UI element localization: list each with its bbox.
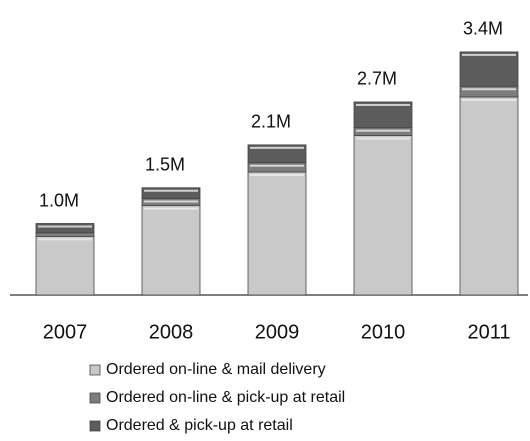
x-tick-label: 2011 xyxy=(467,321,510,343)
segment-highlight xyxy=(38,225,92,228)
segment-highlight xyxy=(144,207,198,210)
bar-segment xyxy=(141,187,201,199)
segment-highlight xyxy=(250,146,304,149)
bar-segment xyxy=(353,135,413,296)
x-tick-label: 2008 xyxy=(149,321,194,343)
legend-swatch xyxy=(89,420,101,432)
legend-label: Ordered on-line & pick-up at retail xyxy=(106,389,345,406)
bar-segment xyxy=(247,162,307,173)
segment-highlight xyxy=(462,53,516,56)
bar-segment xyxy=(35,232,95,237)
bar-segment xyxy=(35,223,95,234)
segment-highlight xyxy=(250,164,304,167)
segment-highlight xyxy=(144,200,198,203)
bar-segment xyxy=(459,96,519,296)
segment-highlight xyxy=(38,238,92,241)
total-label: 2.1M xyxy=(251,112,291,132)
segment-highlight xyxy=(356,103,410,106)
bar-segment xyxy=(35,235,95,296)
segment-highlight xyxy=(356,129,410,132)
legend-swatch xyxy=(89,392,101,404)
segment-highlight xyxy=(356,137,410,140)
bar-segment xyxy=(247,144,307,164)
segment-highlight xyxy=(462,88,516,91)
bar-segment xyxy=(141,205,201,296)
legend-swatch xyxy=(89,364,101,376)
segment-highlight xyxy=(462,98,516,101)
total-label: 3.4M xyxy=(463,19,503,39)
x-tick-label: 2010 xyxy=(361,321,406,343)
bar-segment xyxy=(353,101,413,129)
total-label: 1.0M xyxy=(39,190,79,210)
legend-label: Ordered & pick-up at retail xyxy=(106,417,293,434)
bar-segment xyxy=(459,51,519,87)
x-tick-label: 2007 xyxy=(43,321,88,343)
bar-segment xyxy=(247,171,307,296)
legend-label: Ordered on-line & mail delivery xyxy=(106,361,326,378)
total-label: 1.5M xyxy=(145,155,185,175)
x-tick-label: 2009 xyxy=(255,321,300,343)
total-label: 2.7M xyxy=(357,69,397,89)
segment-highlight xyxy=(144,189,198,192)
bar-segment xyxy=(459,85,519,98)
segment-highlight xyxy=(250,174,304,177)
